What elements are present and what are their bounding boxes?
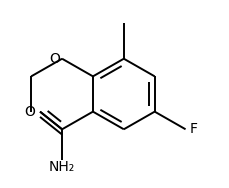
Text: O: O (25, 105, 35, 119)
Text: F: F (189, 122, 197, 136)
Text: NH₂: NH₂ (49, 160, 75, 174)
Text: O: O (49, 52, 60, 66)
